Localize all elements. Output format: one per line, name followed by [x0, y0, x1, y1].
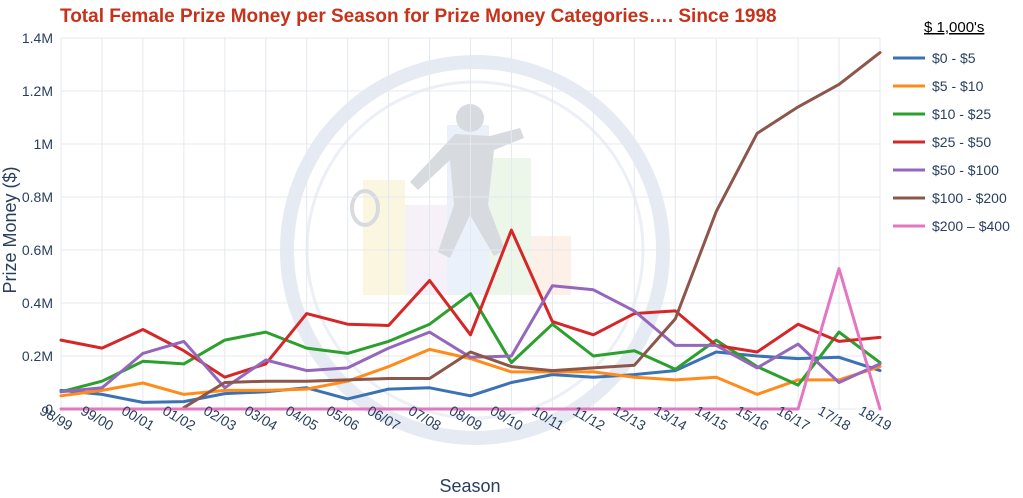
x-axis-title: Season: [439, 476, 500, 496]
legend-entry: $10 - $25: [932, 106, 991, 122]
x-tick-label: 03/04: [242, 402, 281, 433]
x-tick-label: 04/05: [283, 402, 322, 433]
y-tick-label: 0.4M: [22, 295, 53, 311]
x-tick-label: 01/02: [160, 402, 199, 433]
series-line: [59, 267, 882, 411]
series-line: [59, 228, 882, 379]
legend-entry: $25 - $50: [932, 134, 991, 150]
watermark-bar: [363, 180, 405, 295]
legend-entry: $100 - $200: [932, 190, 1007, 206]
x-tick-label: 00/01: [119, 402, 158, 433]
x-tick-label: 15/16: [733, 402, 772, 433]
y-tick-label: 0.6M: [22, 242, 53, 258]
x-tick-label: 12/13: [610, 402, 649, 433]
racket-icon: [350, 189, 380, 227]
chart-title: Total Female Prize Money per Season for …: [60, 6, 777, 27]
y-tick-label: 1.2M: [22, 83, 53, 99]
watermark-bar: [447, 125, 489, 295]
x-tick-label: 14/15: [692, 402, 731, 433]
x-tick-label: 05/06: [324, 402, 363, 433]
y-tick-label: 0: [45, 401, 53, 417]
y-tick-label: 0.8M: [22, 189, 53, 205]
legend-entry: $50 - $100: [932, 162, 999, 178]
legend-title: $ 1,000's: [924, 19, 984, 36]
x-tick-label: 08/09: [447, 402, 486, 433]
x-tick-label: 16/17: [774, 402, 813, 433]
x-tick-label: 98/99: [37, 402, 76, 433]
series-line: [59, 284, 882, 394]
y-tick-label: 0.2M: [22, 348, 53, 364]
x-tick-label: 99/00: [78, 402, 117, 433]
x-tick-label: 02/03: [201, 402, 240, 433]
y-tick-label: 1.4M: [22, 30, 53, 46]
y-tick-label: 1M: [34, 136, 53, 152]
x-tick-label: 13/14: [651, 402, 690, 433]
y-axis-title: Prize Money ($): [0, 166, 20, 293]
legend-entry: $200 – $400: [932, 218, 1010, 234]
legend-entry: $0 - $5: [932, 50, 976, 66]
series-line: [182, 51, 882, 410]
legend-entry: $5 - $10: [932, 78, 984, 94]
x-tick-label: 18/19: [856, 402, 895, 433]
x-tick-label: 17/18: [815, 402, 854, 433]
